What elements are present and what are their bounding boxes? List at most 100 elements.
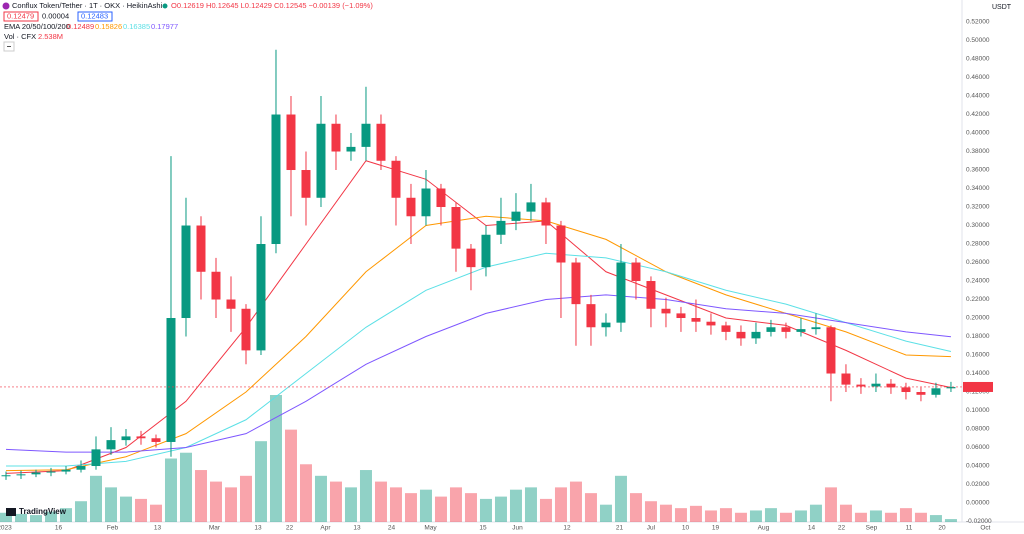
- y-tick-label: 0.32000: [966, 204, 990, 211]
- currency[interactable]: USDT: [992, 4, 1012, 11]
- candle-body: [631, 262, 641, 282]
- volume-bar: [599, 504, 612, 522]
- candle-body: [421, 188, 431, 217]
- candle-body: [796, 329, 806, 332]
- volume-bar: [449, 487, 462, 522]
- candle-body: [76, 466, 86, 470]
- x-tick-label: Feb: [107, 525, 119, 532]
- candle-body: [886, 383, 896, 388]
- y-tick-label: 0.12000: [966, 389, 990, 396]
- candle-body: [781, 327, 791, 332]
- candle-body: [751, 331, 761, 339]
- volume-bar: [629, 493, 642, 522]
- volume-bar: [254, 441, 267, 522]
- candle-body: [301, 170, 311, 198]
- candle-body: [376, 123, 386, 161]
- buy-price[interactable]: 0.12483: [81, 11, 108, 20]
- y-tick-label: 0.18000: [966, 333, 990, 340]
- candle-body: [46, 471, 56, 473]
- candle-body: [586, 304, 596, 328]
- volume-bar: [224, 487, 237, 522]
- candle-body: [691, 318, 701, 322]
- x-tick-label: 24: [388, 525, 396, 532]
- volume-bar: [209, 481, 222, 522]
- candle-body: [166, 318, 176, 442]
- candle-body: [571, 262, 581, 305]
- x-tick-label: 22: [286, 525, 294, 532]
- volume-bar: [764, 508, 777, 522]
- volume-bar: [479, 498, 492, 522]
- volume-bar: [524, 487, 537, 522]
- volume-label: Vol · CFX: [4, 32, 36, 41]
- y-tick-label: 0.42000: [966, 111, 990, 118]
- volume-bar: [269, 395, 282, 522]
- volume-bar: [644, 501, 657, 522]
- sell-price[interactable]: 0.12479: [7, 11, 34, 20]
- candle-body: [676, 313, 686, 319]
- ema-value: 0.15826: [95, 22, 122, 31]
- volume-bar: [569, 481, 582, 522]
- volume-bar: [299, 464, 312, 522]
- y-tick-label: 0.24000: [966, 278, 990, 285]
- y-tick-label: 0.22000: [966, 296, 990, 303]
- y-tick-label: 0.16000: [966, 352, 990, 359]
- volume-bar: [719, 508, 732, 522]
- volume-bar: [149, 504, 162, 522]
- candle-body: [196, 225, 206, 272]
- sell-box[interactable]: [3, 11, 39, 22]
- y-tick-label: 0.26000: [966, 259, 990, 266]
- y-tick-label: 0.30000: [966, 222, 990, 229]
- y-tick-label: 0.04000: [966, 463, 990, 470]
- x-tick-label: 20: [938, 525, 946, 532]
- candle-body: [496, 220, 506, 235]
- volume-bar: [914, 512, 927, 522]
- candle-body: [286, 114, 296, 171]
- x-tick-label: 21: [616, 525, 624, 532]
- volume-bar: [194, 470, 207, 522]
- candle-body: [151, 438, 161, 442]
- market-dot: [162, 3, 168, 9]
- y-tick-label: 0.48000: [966, 56, 990, 63]
- volume-bar: [509, 489, 522, 522]
- volume-bar: [674, 508, 687, 522]
- candle-body: [616, 262, 626, 323]
- candle-body: [121, 436, 131, 441]
- brand-logo: [6, 508, 16, 516]
- volume-bar: [344, 487, 357, 522]
- buy-box[interactable]: [77, 11, 113, 22]
- x-tick-label: 13: [353, 525, 361, 532]
- volume-bar: [614, 475, 627, 522]
- candle-body: [16, 474, 26, 476]
- ema-value: 0.16385: [123, 22, 150, 31]
- volume-bar: [749, 510, 762, 522]
- x-tick-label: 15: [479, 525, 487, 532]
- candle-body: [31, 472, 41, 475]
- volume-bar: [824, 487, 837, 522]
- candle-body: [1, 475, 11, 477]
- x-tick-label: Sep: [866, 525, 878, 532]
- symbol-icon: [2, 2, 10, 10]
- spread: 0.00004: [42, 11, 69, 20]
- volume-bar: [494, 496, 507, 522]
- candle-body: [361, 123, 371, 147]
- candle-body: [556, 225, 566, 263]
- x-tick-label: 22: [838, 525, 846, 532]
- volume-bar: [389, 487, 402, 522]
- x-tick-label: 2023: [0, 525, 12, 532]
- volume-bar: [734, 512, 747, 522]
- candle-body: [916, 392, 926, 395]
- ema-value: 0.17977: [151, 22, 178, 31]
- y-tick-label: 0.38000: [966, 148, 990, 155]
- brand: TradingView: [19, 507, 67, 516]
- volume-bar: [179, 452, 192, 522]
- candle-body: [331, 123, 341, 152]
- x-tick-label: 12: [563, 525, 571, 532]
- volume-bar: [839, 504, 852, 522]
- volume-bar: [659, 504, 672, 522]
- x-tick-label: 11: [906, 525, 913, 532]
- candle-body: [871, 383, 881, 387]
- ema-line: [5, 294, 952, 453]
- volume-bar: [359, 470, 372, 522]
- volume-bar: [119, 496, 132, 522]
- candle-body: [766, 327, 776, 332]
